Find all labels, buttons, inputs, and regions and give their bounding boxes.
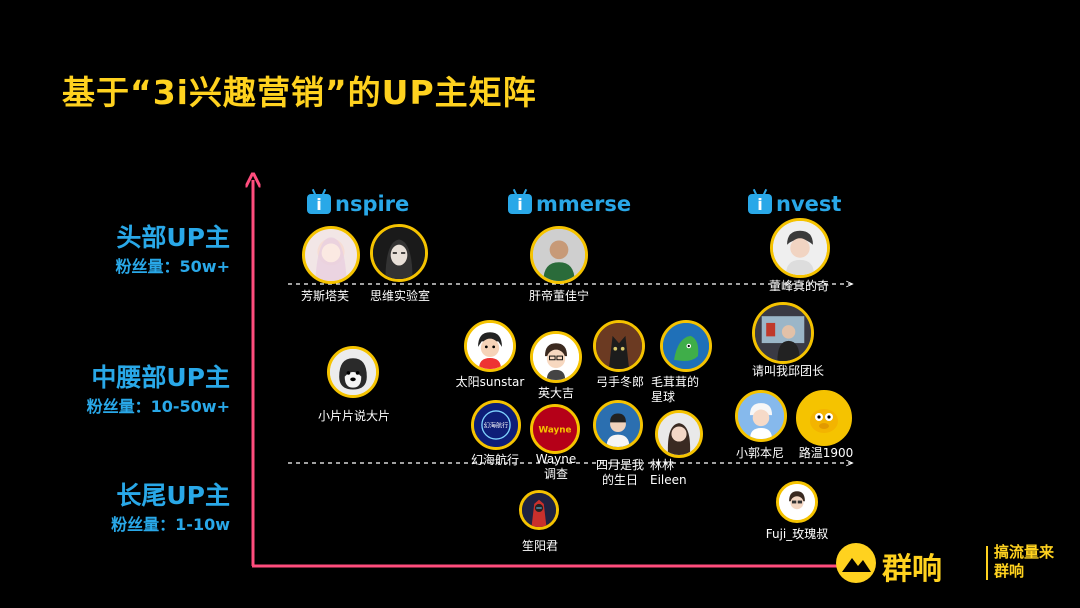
creator-name: 毛茸茸的 星球 bbox=[651, 375, 700, 404]
avatar-xiaoguobenni[interactable] bbox=[735, 390, 787, 442]
category-invest: i nvest bbox=[748, 191, 841, 217]
avatar-luwen1900[interactable] bbox=[796, 390, 852, 446]
page-title: 基于“3i兴趣营销”的UP主矩阵 bbox=[62, 73, 537, 112]
avatar-siyueshiwodeshengri[interactable] bbox=[593, 400, 643, 450]
avatar-qingjiaowoqiutuanzhang[interactable] bbox=[752, 302, 814, 364]
avatar-taiyangsunstar[interactable] bbox=[464, 320, 516, 372]
creator-name: 弓手冬郎 bbox=[595, 375, 644, 389]
creator-name: 林林 Eileen bbox=[650, 458, 687, 487]
tier-label-mid: 中腰部UP主 bbox=[91, 363, 230, 392]
avatar-xiaopianpian[interactable] bbox=[327, 346, 379, 398]
avatar-yingdaji[interactable] bbox=[530, 331, 582, 383]
svg-text:幻海航行: 幻海航行 bbox=[484, 422, 509, 430]
avatar-shengyangjun[interactable] bbox=[519, 490, 559, 530]
creator-name: 路温1900 bbox=[798, 446, 854, 460]
creator-name: 请叫我邱团长 bbox=[751, 364, 824, 378]
avatar-siweishiyanshi[interactable] bbox=[370, 224, 428, 282]
avatar-dongfengzhendeqi[interactable] bbox=[770, 218, 830, 278]
avatar-wayne[interactable]: Wayne bbox=[530, 404, 580, 454]
creator-name: Wayne 调查 bbox=[535, 452, 577, 481]
tier-label-head: 头部UP主 bbox=[116, 223, 230, 252]
tier-fans-head: 粉丝量：50w+ bbox=[115, 257, 230, 276]
creator-name: 肝帝董佳宁 bbox=[528, 289, 589, 303]
brand-name: 群响 bbox=[882, 552, 942, 587]
creator-name: 四月是我 的生日 bbox=[595, 458, 644, 487]
mountain-logo-icon bbox=[836, 543, 876, 583]
creator-name: 笙阳君 bbox=[521, 539, 558, 553]
avatar-gandidongjianing[interactable] bbox=[530, 226, 588, 284]
brand-slogan: 搞流量来群响 bbox=[994, 543, 1055, 580]
creator-name: 思维实验室 bbox=[369, 289, 430, 303]
avatar-linlineileen[interactable] bbox=[655, 410, 703, 458]
brand-divider bbox=[986, 546, 988, 580]
brand-logo: 群响 搞流量来群响 bbox=[834, 540, 1055, 587]
avatar-fujimeiguishu[interactable] bbox=[776, 481, 818, 523]
svg-text:Wayne: Wayne bbox=[538, 426, 571, 436]
tier-fans-mid: 粉丝量：10-50w+ bbox=[86, 397, 230, 416]
tv-i-icon: i bbox=[307, 194, 331, 214]
tv-i-icon: i bbox=[508, 194, 532, 214]
tier-fans-tail: 粉丝量：1-10w bbox=[111, 515, 230, 534]
creator-name: 小郭本尼 bbox=[735, 446, 784, 460]
creator-name: 太阳sunstar bbox=[455, 375, 525, 389]
category-inspire: i nspire bbox=[307, 191, 409, 217]
creator-name: 芳斯塔芙 bbox=[300, 289, 349, 303]
avatar-maorongrongdexingqiu[interactable] bbox=[660, 320, 712, 372]
creator-name: Fuji_玫瑰叔 bbox=[765, 527, 829, 541]
creator-name: 幻海航行 bbox=[470, 453, 519, 467]
avatar-gongshoudonglang[interactable] bbox=[593, 320, 645, 372]
avatar-huanhaihangxing[interactable]: 幻海航行 bbox=[471, 400, 521, 450]
creator-name: 小片片说大片 bbox=[317, 409, 390, 423]
creator-name: 英大吉 bbox=[537, 386, 574, 400]
creator-name: 董峰真的奇 bbox=[768, 279, 829, 293]
category-immerse: i mmerse bbox=[508, 191, 631, 217]
tier-label-tail: 长尾UP主 bbox=[116, 481, 230, 510]
avatar-fangsitafu[interactable] bbox=[302, 226, 360, 284]
tv-i-icon: i bbox=[748, 194, 772, 214]
